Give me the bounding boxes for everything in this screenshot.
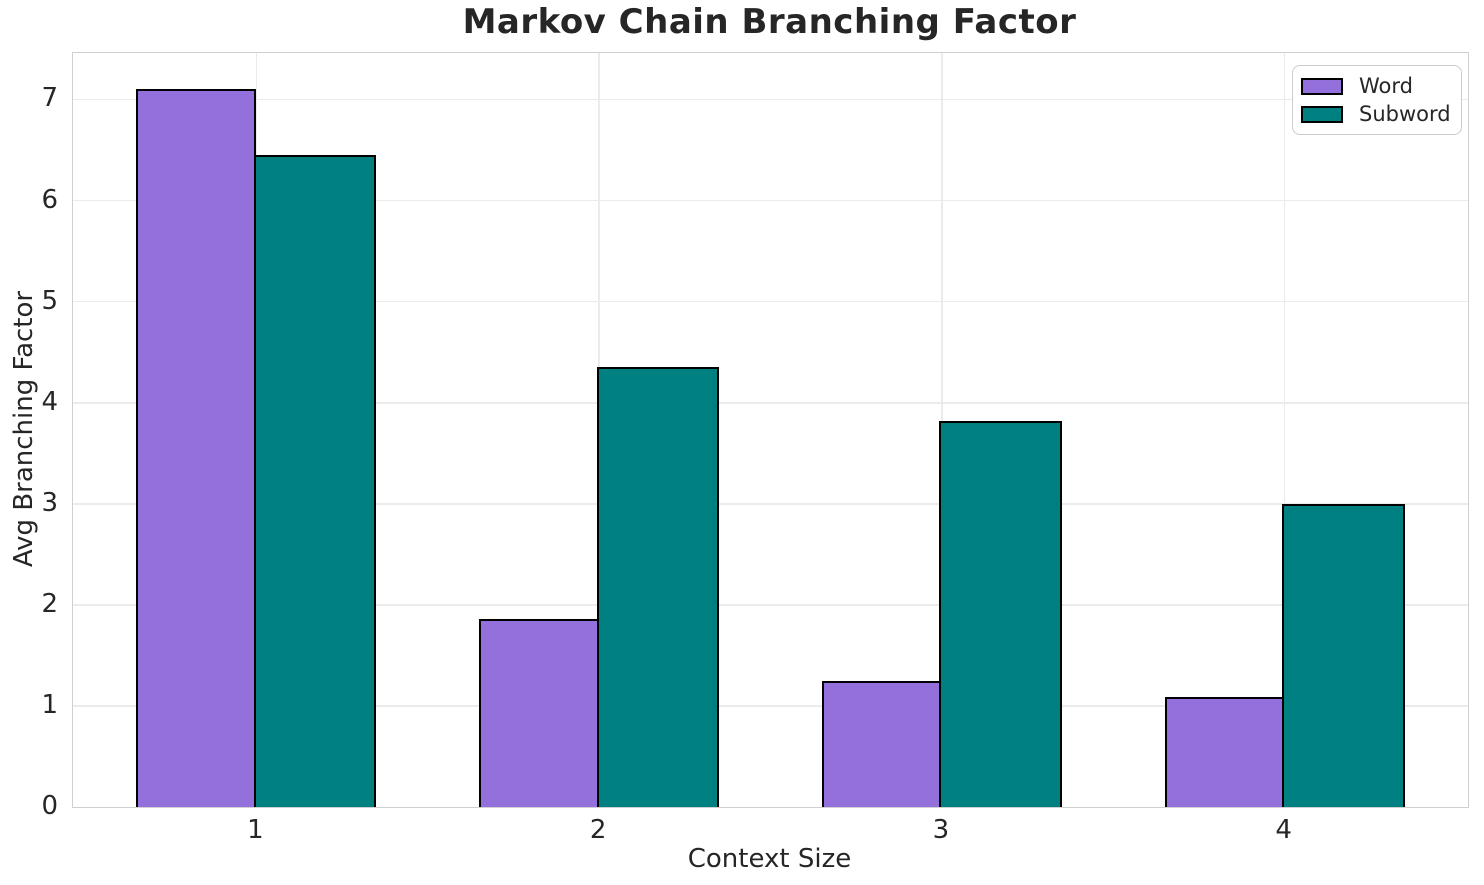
y-tick-label-0: 0 xyxy=(41,791,58,821)
x-tick-label-4: 4 xyxy=(1275,815,1292,845)
y-tick-label-1: 1 xyxy=(41,689,58,720)
bar-word-3 xyxy=(821,680,942,807)
legend-entry-subword: Subword xyxy=(1301,100,1453,128)
gridline-y-4 xyxy=(73,401,1468,404)
bar-subword-3 xyxy=(939,420,1062,807)
legend-swatch-subword xyxy=(1301,105,1343,123)
bar-word-1 xyxy=(136,89,257,807)
chart-title: Markov Chain Branching Factor xyxy=(462,2,1077,42)
legend-entry-word: Word xyxy=(1301,72,1453,100)
y-tick-label-2: 2 xyxy=(41,588,58,619)
gridline-y-6 xyxy=(73,199,1468,202)
bar-subword-1 xyxy=(253,155,377,807)
y-tick-label-3: 3 xyxy=(41,487,58,518)
plot-area: Word Subword xyxy=(72,52,1469,808)
legend: Word Subword xyxy=(1292,65,1462,135)
y-axis-label: Avg Branching Factor xyxy=(9,290,39,568)
bar-word-4 xyxy=(1164,696,1285,807)
y-tick-label-4: 4 xyxy=(41,386,58,417)
legend-swatch-word xyxy=(1301,77,1343,95)
y-tick-label-5: 5 xyxy=(41,285,58,316)
legend-label-word: Word xyxy=(1359,74,1413,98)
y-tick-label-7: 7 xyxy=(41,83,58,114)
gridline-x-4 xyxy=(1283,53,1286,807)
legend-label-subword: Subword xyxy=(1359,102,1451,126)
x-tick-label-1: 1 xyxy=(247,815,264,845)
bar-subword-2 xyxy=(596,367,720,807)
x-axis-label: Context Size xyxy=(687,844,852,874)
gridline-y-5 xyxy=(73,300,1468,303)
x-tick-label-3: 3 xyxy=(932,815,950,845)
gridline-y-3 xyxy=(73,502,1468,505)
gridline-y-1 xyxy=(73,705,1468,707)
gridline-y-2 xyxy=(73,604,1468,606)
gridline-y-7 xyxy=(73,98,1468,101)
bar-subword-4 xyxy=(1282,503,1405,807)
y-tick-label-6: 6 xyxy=(41,184,58,215)
x-tick-label-2: 2 xyxy=(589,815,607,845)
bar-word-2 xyxy=(479,619,600,807)
